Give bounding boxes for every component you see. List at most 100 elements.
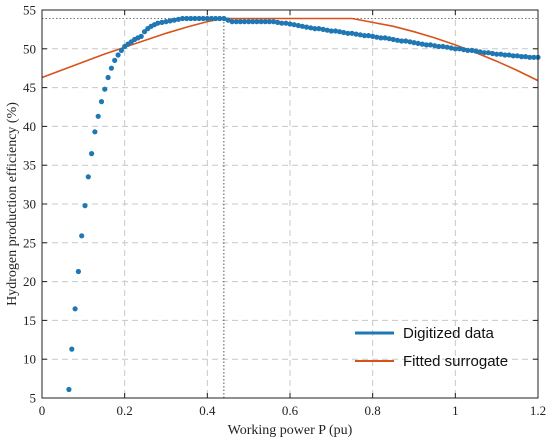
data-point (411, 40, 417, 46)
data-point (246, 19, 252, 25)
data-point (477, 49, 483, 55)
data-point (506, 52, 512, 58)
data-point (279, 20, 285, 26)
data-point (250, 19, 256, 25)
data-point (403, 38, 409, 44)
data-point (295, 22, 301, 29)
data-point (436, 43, 442, 50)
data-point (270, 19, 277, 25)
data-point (382, 35, 388, 41)
data-point (308, 25, 314, 31)
y-tick-label: 55 (23, 3, 36, 18)
y-tick-label: 40 (23, 119, 36, 134)
data-point (444, 44, 450, 50)
data-point (415, 40, 421, 47)
data-point (365, 33, 372, 39)
data-point (241, 19, 248, 25)
data-point (427, 42, 434, 48)
data-point (345, 30, 351, 36)
data-point (208, 15, 215, 22)
data-point (112, 57, 118, 64)
data-point (473, 48, 479, 54)
y-tick-label: 10 (23, 352, 36, 367)
data-point (489, 50, 496, 57)
data-point (283, 20, 289, 26)
legend-label-digitized: Digitized data (403, 325, 495, 342)
x-tick-label: 0.2 (117, 403, 133, 418)
data-point (192, 15, 198, 22)
data-point (89, 151, 95, 157)
data-point (469, 47, 475, 54)
x-axis-title: Working power P (pu) (228, 423, 353, 438)
x-tick-label: 1.2 (530, 403, 546, 418)
data-point (419, 41, 425, 47)
data-point (118, 47, 124, 54)
data-point (485, 50, 491, 56)
data-point (167, 18, 173, 24)
data-point (312, 26, 318, 32)
reference-lines (42, 18, 538, 398)
data-point (175, 16, 181, 22)
data-point (328, 28, 334, 34)
data-point (361, 33, 367, 39)
data-point (461, 47, 467, 53)
y-tick-label: 30 (23, 197, 36, 212)
y-tick-label: 45 (23, 80, 36, 95)
data-point (72, 306, 78, 312)
y-tick-label: 50 (23, 41, 36, 56)
data-point (163, 19, 169, 25)
legend: Digitized data Fitted surrogate (355, 325, 508, 370)
data-point (115, 52, 121, 58)
data-point (204, 15, 210, 22)
data-point (171, 17, 177, 23)
data-point (498, 51, 504, 57)
data-point (316, 26, 322, 32)
data-point (221, 15, 227, 22)
data-point (527, 54, 533, 60)
data-point (390, 36, 396, 43)
data-point (394, 37, 401, 43)
data-point (452, 46, 458, 52)
data-point (159, 19, 165, 25)
data-point (75, 268, 81, 275)
data-point (407, 39, 413, 45)
y-tick-label: 25 (23, 235, 36, 250)
grid (42, 10, 538, 398)
x-tick-label: 0.8 (365, 403, 381, 418)
y-tick-label: 15 (23, 313, 36, 328)
x-tick-label: 1 (452, 403, 459, 418)
data-point (85, 174, 91, 180)
y-tick-label: 20 (23, 274, 36, 289)
data-point (353, 31, 359, 37)
data-point (92, 129, 98, 135)
data-point (432, 43, 438, 49)
data-point (258, 19, 264, 25)
data-point (233, 19, 239, 25)
x-tick-label: 0.6 (282, 403, 299, 418)
data-point (349, 30, 355, 36)
data-point (448, 45, 454, 51)
axes: 0 0.2 0.4 0.6 0.8 1 1.2 5 10 15 20 25 30 35 40 45 50 55 (23, 3, 546, 419)
x-tick-label: 0.4 (199, 403, 216, 418)
data-point (254, 19, 260, 25)
data-point (332, 28, 339, 34)
data-point (69, 346, 75, 352)
data-point (108, 65, 114, 71)
data-point (510, 53, 516, 59)
data-point (341, 29, 347, 36)
data-point (378, 35, 384, 41)
data-point (502, 52, 508, 58)
data-point (399, 38, 405, 44)
data-point (155, 20, 161, 26)
data-point (374, 34, 380, 40)
data-point (217, 15, 223, 22)
data-point (229, 19, 235, 25)
data-point (141, 29, 148, 35)
data-point (291, 22, 297, 28)
data-point (456, 46, 463, 52)
y-tick-label: 5 (30, 391, 37, 406)
legend-label-fitted: Fitted surrogate (403, 353, 508, 370)
data-point (423, 42, 429, 48)
